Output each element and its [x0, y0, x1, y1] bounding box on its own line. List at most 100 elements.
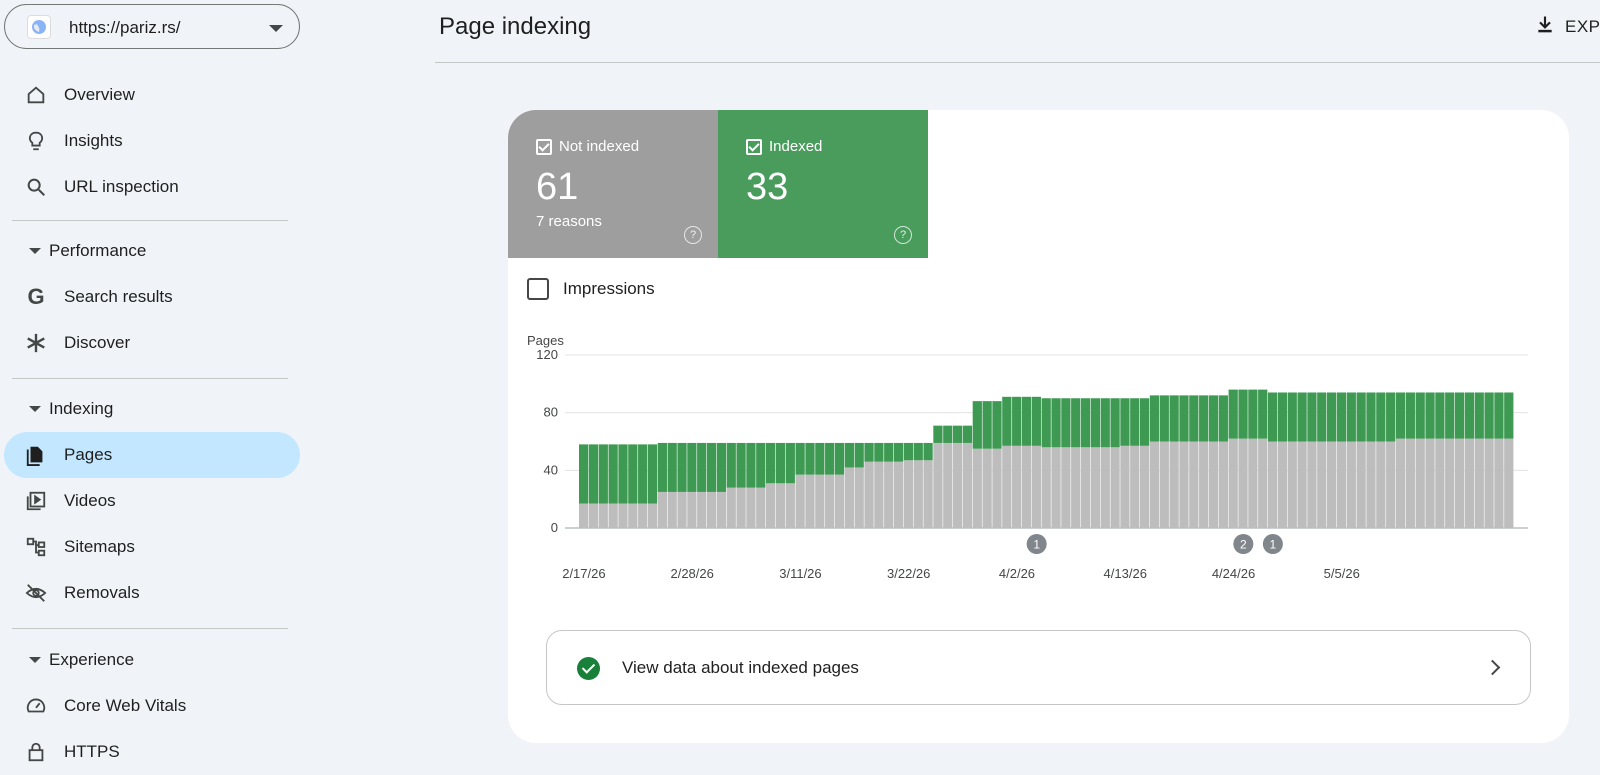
bar-indexed: [1366, 392, 1376, 442]
export-button[interactable]: EXP: [1535, 14, 1600, 39]
export-label: EXP: [1565, 16, 1600, 36]
bar-indexed: [815, 442, 825, 475]
link-label: View data about indexed pages: [622, 658, 859, 677]
bar-indexed: [893, 442, 904, 462]
section-experience[interactable]: Experience: [4, 640, 300, 680]
bar-not-indexed: [677, 491, 687, 528]
bar-not-indexed: [1002, 445, 1012, 528]
bar-indexed: [1031, 396, 1041, 446]
bar-not-indexed: [874, 461, 884, 528]
property-selector[interactable]: https://pariz.rs/: [4, 4, 300, 49]
bar-not-indexed: [1012, 445, 1022, 528]
bar-indexed: [618, 444, 628, 504]
bar-indexed: [913, 442, 923, 461]
nav-label: Insights: [64, 131, 123, 150]
bar-indexed: [1041, 398, 1051, 448]
bar-indexed: [1218, 395, 1228, 442]
bar-not-indexed: [923, 460, 933, 528]
bar-indexed: [1100, 398, 1110, 448]
bar-not-indexed: [933, 442, 943, 528]
nav-discover[interactable]: Discover: [4, 320, 300, 366]
bar-indexed: [1002, 396, 1012, 446]
bar-not-indexed: [1199, 441, 1209, 528]
help-icon[interactable]: ?: [894, 226, 912, 244]
bar-not-indexed: [825, 474, 835, 528]
bar-indexed: [834, 442, 845, 475]
impressions-checkbox[interactable]: [527, 278, 549, 300]
bar-indexed: [1238, 389, 1248, 439]
chevron-right-icon: [1484, 659, 1501, 676]
view-indexed-pages-link[interactable]: View data about indexed pages: [546, 630, 1531, 705]
bar-indexed: [1445, 392, 1455, 439]
bar-indexed: [1484, 392, 1494, 439]
bar-not-indexed: [854, 467, 864, 528]
nav-core-web-vitals[interactable]: Core Web Vitals: [4, 683, 300, 729]
bar-not-indexed: [785, 483, 795, 528]
bar-indexed: [647, 444, 658, 504]
nav-removals[interactable]: Removals: [4, 570, 300, 616]
lock-icon: [24, 740, 48, 764]
bar-not-indexed: [972, 448, 982, 528]
bar-indexed: [657, 442, 667, 492]
nav-sitemaps[interactable]: Sitemaps: [4, 524, 300, 570]
bar-not-indexed: [864, 461, 874, 528]
annotation-label: 2: [1240, 538, 1247, 552]
nav-url-inspection[interactable]: URL inspection: [4, 164, 300, 210]
bar-not-indexed: [1366, 441, 1376, 528]
annotation-marker: [1026, 534, 1047, 554]
y-tick-label: 120: [536, 347, 558, 362]
bar-not-indexed: [1484, 438, 1494, 528]
impressions-toggle[interactable]: Impressions: [527, 278, 655, 300]
nav-videos[interactable]: Videos: [4, 478, 300, 524]
bar-not-indexed: [1464, 438, 1475, 528]
section-label: Experience: [49, 650, 135, 669]
bar-not-indexed: [1041, 447, 1051, 528]
bar-not-indexed: [1336, 441, 1347, 528]
bar-not-indexed: [697, 491, 707, 528]
not-indexed-tile[interactable]: Not indexed 61 7 reasons ?: [508, 110, 718, 258]
bar-indexed: [1425, 392, 1435, 439]
bar-not-indexed: [893, 461, 904, 528]
bar-not-indexed: [1238, 438, 1248, 528]
bar-indexed: [805, 442, 815, 475]
bar-indexed: [1494, 392, 1504, 439]
nav-label: Pages: [64, 445, 113, 464]
bar-not-indexed: [982, 448, 992, 528]
nav-https[interactable]: HTTPS: [4, 729, 300, 775]
bar-indexed: [1415, 392, 1425, 439]
bar-not-indexed: [884, 461, 894, 528]
caret-down-icon: [29, 657, 41, 663]
caret-down-icon: [29, 248, 41, 254]
bar-indexed: [1435, 392, 1445, 439]
bar-indexed: [746, 442, 756, 488]
bar-indexed: [884, 442, 894, 462]
section-performance[interactable]: Performance: [4, 231, 300, 271]
bar-not-indexed: [1179, 441, 1189, 528]
bar-not-indexed: [1504, 438, 1514, 528]
section-label: Performance: [49, 241, 147, 260]
bar-indexed: [1287, 392, 1297, 442]
bar-indexed: [1356, 392, 1366, 442]
help-icon[interactable]: ?: [684, 226, 702, 244]
nav-search-results[interactable]: G Search results: [4, 274, 300, 320]
bar-not-indexed: [1445, 438, 1455, 528]
not-indexed-checkbox[interactable]: [536, 139, 552, 155]
nav-label: HTTPS: [64, 742, 120, 761]
pages-chart: Pages 0 40 80 120 2/17/26 2/28/26 3/11/26 3/22/2…: [527, 333, 1528, 581]
x-tick-label: 4/13/26: [1104, 566, 1147, 581]
indexed-tile[interactable]: Indexed 33 ?: [718, 110, 928, 258]
bar-not-indexed: [775, 483, 786, 528]
bar-not-indexed: [1080, 447, 1091, 528]
chevron-down-icon: [269, 25, 283, 32]
bar-indexed: [1386, 392, 1396, 442]
x-tick-label: 2/28/26: [670, 566, 713, 581]
section-indexing[interactable]: Indexing: [4, 389, 300, 429]
nav-overview[interactable]: Overview: [4, 72, 300, 118]
google-icon: G: [27, 284, 45, 309]
y-axis-label: Pages: [527, 333, 564, 348]
nav-pages[interactable]: Pages: [4, 432, 300, 478]
nav-insights[interactable]: Insights: [4, 118, 300, 164]
eye-off-icon: [24, 581, 48, 605]
indexed-checkbox[interactable]: [746, 139, 762, 155]
bar-indexed: [638, 444, 648, 504]
